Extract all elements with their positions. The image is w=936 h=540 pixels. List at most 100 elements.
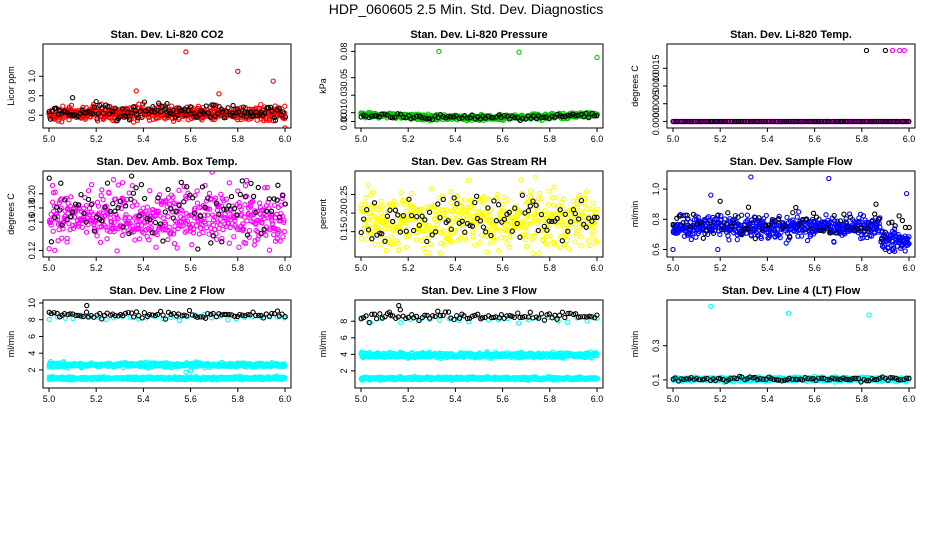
data-point [748, 217, 755, 223]
data-point [506, 244, 512, 251]
data-point [463, 237, 469, 243]
data-point [176, 187, 182, 194]
data-point [803, 216, 810, 222]
data-point [699, 118, 705, 125]
data-point [842, 231, 848, 237]
data-point [123, 113, 129, 120]
data-point [397, 229, 404, 235]
plot-frame [666, 170, 916, 258]
data-point [522, 217, 528, 223]
data-point [464, 115, 471, 121]
plot-frame [354, 43, 604, 129]
data-point [497, 228, 503, 234]
data-point [389, 115, 396, 121]
data-point [121, 200, 127, 206]
data-point [173, 208, 179, 214]
y-tick-label: 0.6 [651, 243, 661, 256]
data-point [555, 223, 561, 229]
data-point [901, 47, 907, 54]
data-point [440, 113, 446, 120]
data-point [269, 220, 276, 226]
data-point [382, 238, 388, 244]
data-point [47, 116, 54, 122]
data-point [403, 244, 409, 250]
data-point [73, 209, 79, 215]
data-point [108, 219, 115, 225]
data-point [538, 196, 545, 202]
data-point [559, 114, 565, 120]
data-point [280, 192, 286, 199]
data-point [490, 115, 496, 121]
plot-frame [354, 170, 604, 258]
data-point [694, 118, 700, 125]
x-tick-label: 5.4 [449, 263, 462, 273]
data-point [570, 198, 577, 204]
data-point [448, 200, 454, 206]
data-point [271, 196, 277, 202]
data-point [794, 214, 800, 220]
data-point [461, 197, 467, 203]
x-tick-label: 5.8 [856, 134, 869, 144]
data-point [565, 112, 571, 119]
data-point [412, 217, 419, 223]
data-point [677, 213, 683, 219]
data-point [374, 113, 380, 119]
data-point [765, 118, 772, 125]
data-point [244, 232, 251, 238]
data-point [549, 194, 556, 201]
data-point [847, 214, 854, 220]
data-point [577, 234, 583, 240]
data-point [575, 112, 581, 118]
data-point [522, 210, 528, 216]
data-point [765, 222, 772, 228]
data-point [91, 104, 98, 110]
data-point [535, 196, 542, 202]
data-point [844, 224, 850, 230]
data-point [496, 248, 502, 254]
data-point [216, 204, 222, 210]
data-point [266, 247, 273, 253]
data-point [480, 224, 487, 230]
data-point [271, 232, 277, 238]
data-point [441, 242, 447, 248]
data-point [248, 180, 254, 187]
data-point [726, 237, 732, 243]
data-point [206, 220, 212, 226]
x-tick-label: 5.0 [355, 134, 368, 144]
data-point [882, 47, 889, 54]
y-tick-label: 0.20 [27, 185, 37, 203]
data-point [890, 246, 896, 252]
data-point [209, 171, 215, 175]
data-point [378, 210, 384, 216]
data-point [873, 201, 879, 207]
data-point [675, 118, 681, 125]
data-point [126, 190, 132, 196]
data-point [83, 219, 89, 225]
data-point [754, 118, 761, 125]
data-point [59, 222, 65, 228]
data-point [119, 232, 126, 239]
data-point [99, 187, 105, 193]
data-point [707, 118, 714, 125]
data-point [280, 234, 286, 240]
data-point [424, 116, 430, 122]
data-point [455, 200, 461, 206]
data-point [841, 211, 847, 217]
data-point [770, 118, 777, 125]
data-point [378, 198, 384, 204]
data-point [150, 116, 156, 122]
data-point [782, 222, 789, 229]
data-point [75, 202, 82, 208]
data-point [485, 205, 491, 211]
data-point [545, 202, 552, 208]
data-point [134, 219, 140, 225]
data-point [249, 198, 256, 204]
data-point [133, 88, 139, 94]
data-point [697, 220, 703, 226]
data-point [155, 100, 162, 106]
data-point [211, 214, 218, 220]
data-point [525, 232, 531, 239]
data-point [189, 195, 196, 201]
points-layer [46, 49, 289, 128]
y-tick-label: 0.01 [339, 104, 349, 122]
